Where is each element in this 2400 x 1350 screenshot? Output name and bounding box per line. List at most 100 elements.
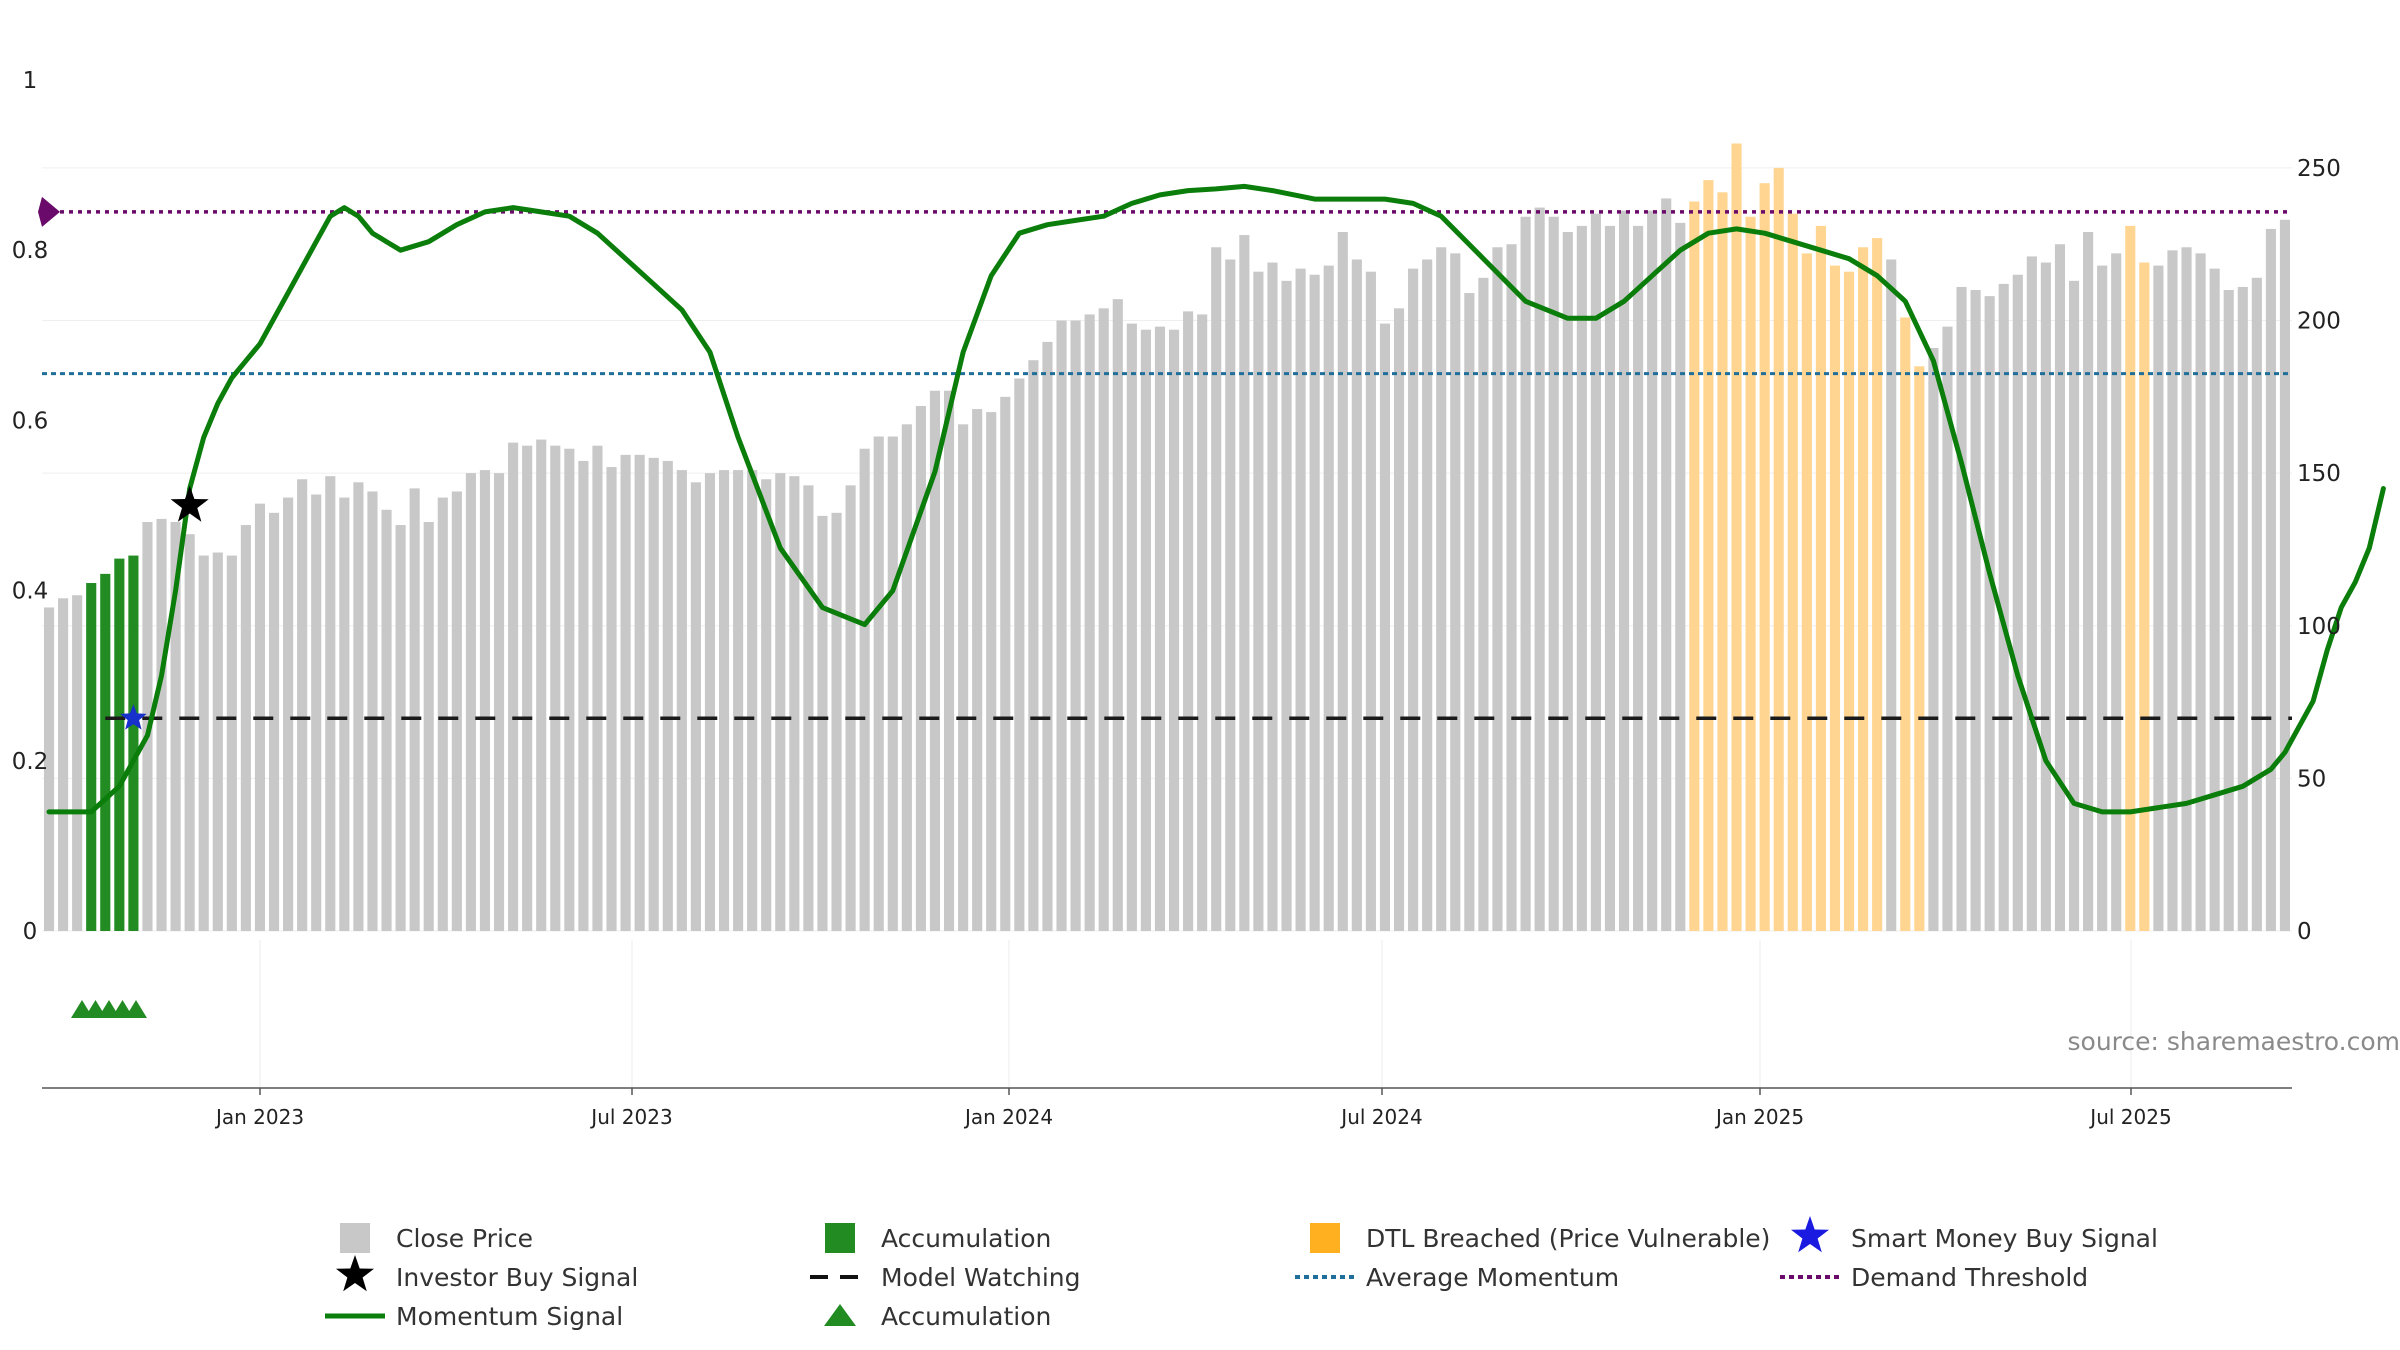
- price-bar: [212, 552, 223, 931]
- legend: Close Price Accumulation DTL Breached (Pri…: [325, 1216, 2158, 1331]
- dtl-breached-bar: [1843, 271, 1855, 931]
- price-bar: [1506, 244, 1517, 932]
- legend-label: Investor Buy Signal: [396, 1263, 638, 1292]
- price-bar: [184, 534, 195, 931]
- legend-label: Momentum Signal: [396, 1302, 623, 1331]
- price-bar: [1998, 283, 2009, 931]
- dtl-breached-bar: [1815, 225, 1826, 932]
- price-bar: [662, 460, 673, 931]
- price-bar: [1112, 299, 1123, 931]
- price-bar: [2209, 268, 2220, 931]
- signal-markers: [71, 485, 209, 1018]
- legend-swatch-dtl: [1310, 1223, 1340, 1253]
- dtl-breached-bar: [1829, 265, 1841, 931]
- right-axis-tick-label: 0: [2297, 919, 2312, 945]
- price-bar: [2068, 280, 2080, 931]
- dtl-breached-bar: [1900, 317, 1911, 931]
- price-bar: [2265, 228, 2276, 932]
- price-bar: [72, 595, 83, 931]
- dtl-breached-bar: [2139, 262, 2150, 931]
- dtl-breached-bar: [1731, 143, 1742, 931]
- date-axis-tick-label: Jul 2023: [589, 1105, 672, 1129]
- price-bar: [1464, 293, 1475, 931]
- price-bar: [1183, 311, 1194, 931]
- price-bar: [1576, 225, 1587, 932]
- price-bar: [423, 521, 434, 931]
- dtl-breached-bar: [1872, 238, 1883, 932]
- price-bar: [1098, 308, 1109, 931]
- price-bar: [2181, 247, 2192, 932]
- right-axis-tick-label: 50: [2297, 766, 2326, 792]
- price-bar: [1197, 314, 1208, 931]
- price-bar: [1351, 259, 1362, 931]
- price-bar: [1478, 277, 1489, 931]
- dtl-breached-bar: [1717, 192, 1728, 931]
- price-bar: [2251, 277, 2262, 931]
- legend-item-watching: Model Watching: [810, 1263, 1081, 1292]
- price-bar: [1379, 323, 1391, 931]
- price-bar: [845, 485, 856, 931]
- price-bar: [2223, 290, 2234, 931]
- dtl-breached-bar: [1745, 216, 1756, 932]
- accumulation-bar: [128, 555, 139, 931]
- price-bar: [2237, 286, 2248, 931]
- price-bar: [1000, 396, 1011, 932]
- momentum-signal: [46, 183, 2386, 815]
- dtl-breached-bar: [1914, 366, 1925, 932]
- price-bar: [1450, 253, 1461, 932]
- reference-lines: [38, 196, 2292, 720]
- price-bar: [1675, 222, 1686, 932]
- price-bar: [1281, 280, 1292, 931]
- price-bar: [1520, 216, 1531, 932]
- date-axis-tick-label: Jan 2024: [963, 1105, 1053, 1129]
- price-bar: [1140, 329, 1151, 931]
- left-axis-tick-label: 0.4: [12, 579, 49, 605]
- price-bar: [226, 555, 237, 931]
- price-bar: [493, 473, 505, 931]
- price-bar: [634, 454, 645, 931]
- date-axis-tick-label: Jul 2024: [1339, 1105, 1422, 1129]
- price-bar: [1126, 323, 1137, 931]
- price-bar: [1070, 320, 1081, 931]
- legend-label: DTL Breached (Price Vulnerable): [1366, 1224, 1770, 1253]
- price-bar: [1042, 341, 1053, 931]
- price-bar: [1211, 247, 1222, 932]
- dtl-breached-bar: [2125, 225, 2136, 932]
- price-bar: [1337, 232, 1348, 932]
- legend-label: Demand Threshold: [1851, 1263, 2088, 1292]
- price-bar: [1548, 216, 1559, 932]
- legend-label: Accumulation: [881, 1224, 1051, 1253]
- price-bar: [929, 390, 941, 932]
- price-bar: [620, 454, 631, 931]
- demand-threshold-marker: [38, 196, 60, 227]
- legend-item-smart: Smart Money Buy Signal: [1791, 1216, 2158, 1253]
- price-bar: [1323, 265, 1334, 931]
- price-bar: [1253, 271, 1264, 931]
- price-bar: [297, 479, 308, 931]
- price-bar: [747, 470, 758, 931]
- price-bar: [733, 470, 744, 931]
- price-bar: [564, 448, 575, 931]
- left-axis-tick-label: 0.8: [12, 238, 49, 264]
- right-axis-tick-label: 100: [2297, 614, 2341, 640]
- dtl-breached-bar: [1689, 201, 1700, 931]
- legend-item-close: Close Price: [340, 1223, 533, 1253]
- legend-item-average: Average Momentum: [1295, 1263, 1619, 1292]
- price-bar: [1928, 347, 1939, 932]
- price-bar: [887, 436, 898, 931]
- legend-swatch-close-price: [340, 1223, 370, 1253]
- price-bar: [409, 488, 420, 931]
- price-bar: [831, 512, 842, 931]
- date-axis-tick-label: Jan 2023: [214, 1105, 304, 1129]
- dtl-breached-bar: [1703, 180, 1714, 931]
- price-bar: [1168, 329, 1180, 931]
- price-bar: [367, 491, 378, 931]
- legend-label: Close Price: [396, 1224, 533, 1253]
- price-bar: [1239, 235, 1250, 932]
- price-bar: [339, 497, 350, 931]
- price-bar: [283, 497, 294, 931]
- price-bar: [1942, 326, 1953, 931]
- price-bar: [1647, 210, 1658, 931]
- price-bar: [1225, 259, 1236, 931]
- price-bar: [1970, 290, 1981, 931]
